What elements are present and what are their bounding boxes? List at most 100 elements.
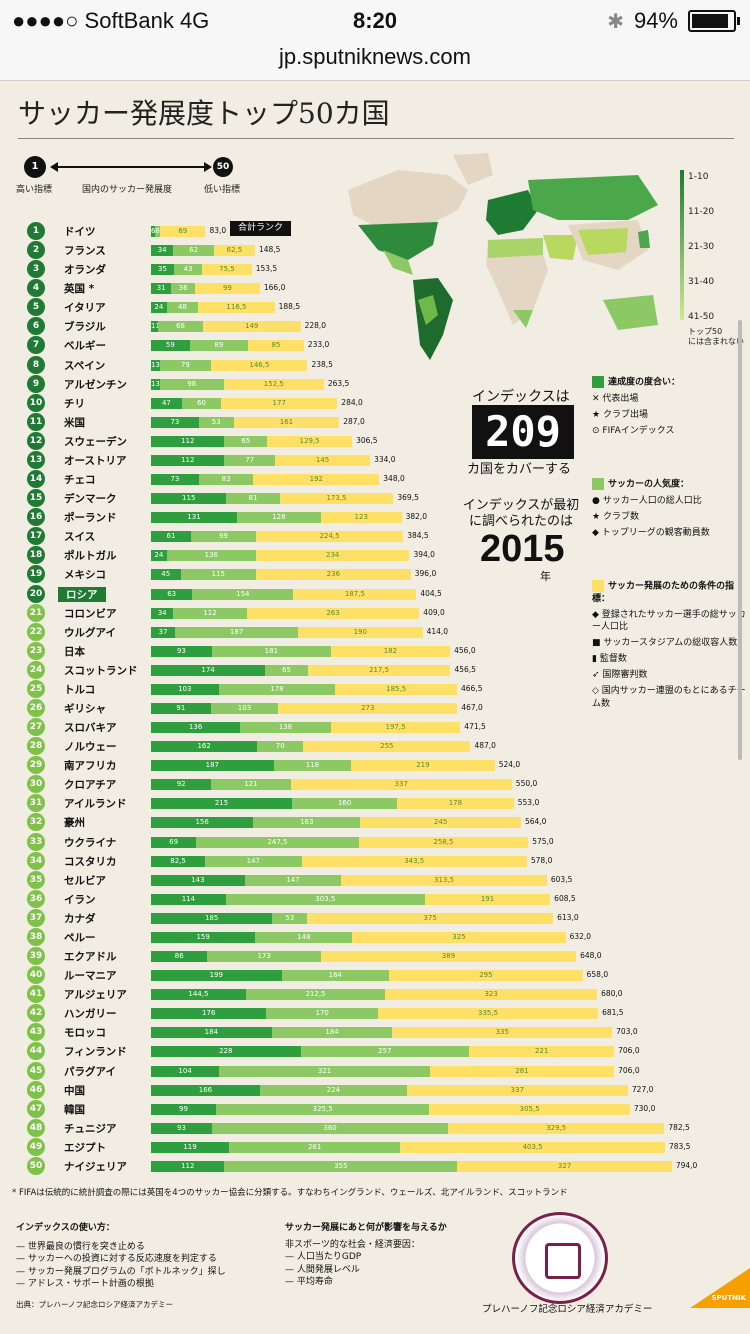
bar-segment-b: 136 <box>166 550 256 562</box>
country-label: スイス <box>64 531 96 544</box>
bar-segment-a: 73 <box>151 416 199 428</box>
bar-segment-c: 69 <box>160 226 206 237</box>
total-label: 382,0 <box>405 512 428 522</box>
country-label: 中国 <box>64 1084 85 1097</box>
total-label: 233,0 <box>307 340 330 350</box>
bar-segment-c: 313,5 <box>341 874 547 886</box>
bar-segment-a: 114 <box>151 893 226 905</box>
bar-segment-c: 190 <box>297 626 423 638</box>
rank-badge: 43 <box>27 1023 45 1042</box>
scrollbar[interactable] <box>738 320 742 760</box>
total-label: 550,0 <box>515 779 538 789</box>
bar-segment-a: 13 <box>151 359 160 371</box>
total-label: 369,5 <box>397 493 419 503</box>
rank-badge: 10 <box>27 393 45 412</box>
map-russia <box>528 175 658 220</box>
scale-left-label: 高い指標 <box>16 185 53 195</box>
bar-segment-c: 263 <box>246 607 420 619</box>
page-title: サッカー発展度トップ50カ国 <box>18 97 390 130</box>
bar-segment-a: 156 <box>151 817 254 829</box>
bar-segment-a: 13 <box>151 378 160 390</box>
country-label: スウェーデン <box>64 435 127 448</box>
map-middle-east <box>543 235 578 260</box>
first-year-text: インデックスが最初に調べられたのは <box>462 498 580 529</box>
bar-segment-c: 173,5 <box>279 493 394 505</box>
country-label: 韓国 <box>64 1103 85 1116</box>
bar-segment-c: 185,5 <box>335 683 458 695</box>
team-shield-icon: ◇ <box>592 686 602 697</box>
academy-emblem-icon <box>512 1212 608 1304</box>
url-text: jp.sputniknews.com <box>279 44 471 69</box>
total-label: 456,5 <box>454 664 476 674</box>
rank-badge: 32 <box>27 813 45 832</box>
rank-badge: 30 <box>27 775 45 794</box>
rank-badge: 3 <box>27 260 45 279</box>
rank-badge: 24 <box>27 660 45 679</box>
bar-segment-a: 185 <box>151 912 273 924</box>
bar-segment-a: 35 <box>151 264 174 276</box>
scale-right-number: 50 <box>216 162 230 172</box>
bar-segment-a: 199 <box>151 970 282 982</box>
rank-badge: 18 <box>27 546 45 565</box>
bar-segment-a: 82,5 <box>151 855 206 867</box>
total-label: 404,5 <box>420 588 442 598</box>
bar-segment-c: 192 <box>253 474 380 486</box>
bar-segment-c: 375 <box>307 912 554 924</box>
total-label: 608,5 <box>554 893 576 903</box>
rank-badge: 13 <box>27 450 45 469</box>
bar-segment-a: 184 <box>151 1027 272 1039</box>
bar-segment-a: 31 <box>151 283 172 295</box>
country-label: ナイジェリア <box>64 1160 127 1173</box>
bar-segment-a: 162 <box>151 741 258 753</box>
howto-block: インデックスの使い方： — 世界最良の慣行を突き止める — サッカーへの投資に対… <box>16 1222 276 1291</box>
bar-segment-c: 305,5 <box>429 1103 630 1115</box>
bar-segment-a: 159 <box>151 931 256 943</box>
battery-percent: 94% <box>633 8 678 33</box>
bar-segment-b: 163 <box>253 817 361 829</box>
bar-segment-a: 92 <box>151 779 212 791</box>
legend-group-popularity: サッカーの人気度： ● サッカー人口の総人口比 ★ クラブ数 ◆ トップリーグの… <box>592 478 742 539</box>
country-label: ウクライナ <box>64 836 117 849</box>
map-not-included-note: トップ50 には含まれない <box>688 327 744 346</box>
country-label: クロアチア <box>64 779 117 792</box>
rank-badge: 26 <box>27 699 45 717</box>
map-scale-2: 11-20 <box>688 207 715 217</box>
address-bar[interactable]: jp.sputniknews.com <box>0 40 750 81</box>
howto-item-3: — サッカー発展プログラムの「ボトルネック」探し <box>16 1266 226 1277</box>
scale-low-circle: 50 <box>213 157 233 177</box>
map-mexico <box>383 250 413 275</box>
total-label: 409,0 <box>423 607 445 617</box>
legend-item-players: 登録されたサッカー選手の総サッカー人口比 <box>592 609 746 632</box>
rank-badge: 5 <box>27 298 45 317</box>
bar-segment-b: 355 <box>224 1160 458 1172</box>
country-label: チリ <box>64 397 85 410</box>
status-bar: ●●●●○ SoftBank 4G 8:20 ✱ 94% <box>0 0 750 40</box>
status-right: ✱ 94% <box>607 8 740 34</box>
rank-badge: 42 <box>27 1004 45 1023</box>
bar-segment-b: 184 <box>271 1027 393 1039</box>
index-covers-top: インデックスは <box>472 389 570 405</box>
bar-segment-c: 197,5 <box>330 722 461 734</box>
bar-segment-b: 103 <box>210 703 279 714</box>
total-label: 166,0 <box>263 283 286 293</box>
battery-icon <box>688 10 740 32</box>
country-label: デンマーク <box>64 493 117 506</box>
bar-segment-b: 68 <box>158 321 203 333</box>
bar-segment-c: 273 <box>278 703 458 714</box>
country-label: 豪州 <box>64 817 85 830</box>
bar-segment-b: 112 <box>173 607 247 619</box>
country-label: コスタリカ <box>64 855 117 868</box>
bar-segment-a: 11 <box>151 321 159 333</box>
country-label: スペイン <box>64 359 106 372</box>
legend-item-teams: 国内サッカー連盟のもとにあるチーム数 <box>592 686 746 709</box>
bar-segment-b: 325,5 <box>215 1103 430 1115</box>
bar-segment-c: 325 <box>352 931 566 943</box>
legend-swatch-dark <box>592 376 604 388</box>
legend-group2-title: サッカーの人気度： <box>608 479 690 490</box>
total-label: 632,0 <box>569 931 592 941</box>
carrier-signal: ●●●●○ SoftBank 4G <box>12 8 210 33</box>
country-label: ハンガリー <box>64 1008 117 1021</box>
bar-segment-a: 24 <box>151 550 167 562</box>
total-label: 471,5 <box>464 722 486 732</box>
bar-segment-c: 178 <box>397 798 514 810</box>
